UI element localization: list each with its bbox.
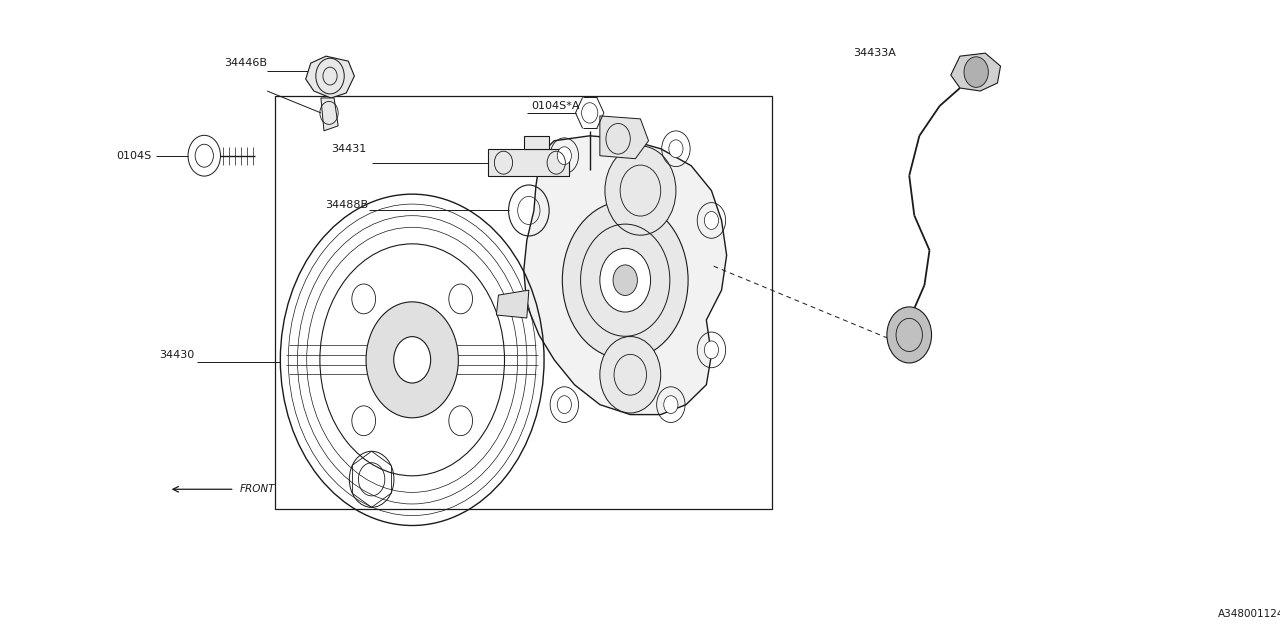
Circle shape (605, 146, 676, 235)
Text: 34430: 34430 (159, 350, 195, 360)
Text: 34446B: 34446B (224, 58, 268, 68)
Text: 34488B: 34488B (325, 200, 369, 211)
Circle shape (557, 147, 571, 164)
Circle shape (449, 284, 472, 314)
Polygon shape (497, 290, 529, 318)
Circle shape (352, 284, 375, 314)
Text: 34431: 34431 (332, 144, 366, 154)
Circle shape (320, 244, 504, 476)
Polygon shape (600, 116, 649, 159)
Polygon shape (306, 56, 355, 98)
Circle shape (562, 201, 689, 359)
Text: 0104S: 0104S (116, 150, 151, 161)
Polygon shape (524, 136, 727, 415)
Circle shape (449, 406, 472, 436)
Polygon shape (275, 96, 772, 509)
Circle shape (557, 396, 571, 413)
Circle shape (704, 211, 718, 229)
Circle shape (600, 337, 660, 413)
Circle shape (664, 396, 678, 413)
Polygon shape (951, 53, 1001, 91)
Circle shape (366, 302, 458, 418)
Circle shape (887, 307, 932, 363)
Circle shape (394, 337, 430, 383)
Polygon shape (488, 148, 570, 175)
Circle shape (669, 140, 684, 157)
Circle shape (964, 57, 988, 88)
Text: 34433A: 34433A (854, 48, 896, 58)
Circle shape (704, 341, 718, 359)
Polygon shape (321, 98, 338, 131)
Circle shape (600, 248, 650, 312)
Text: 0104S*A: 0104S*A (531, 101, 580, 111)
Text: A348001124: A348001124 (1219, 609, 1280, 619)
Circle shape (352, 406, 375, 436)
Polygon shape (524, 136, 549, 148)
Text: FRONT: FRONT (239, 484, 275, 494)
Circle shape (613, 265, 637, 296)
